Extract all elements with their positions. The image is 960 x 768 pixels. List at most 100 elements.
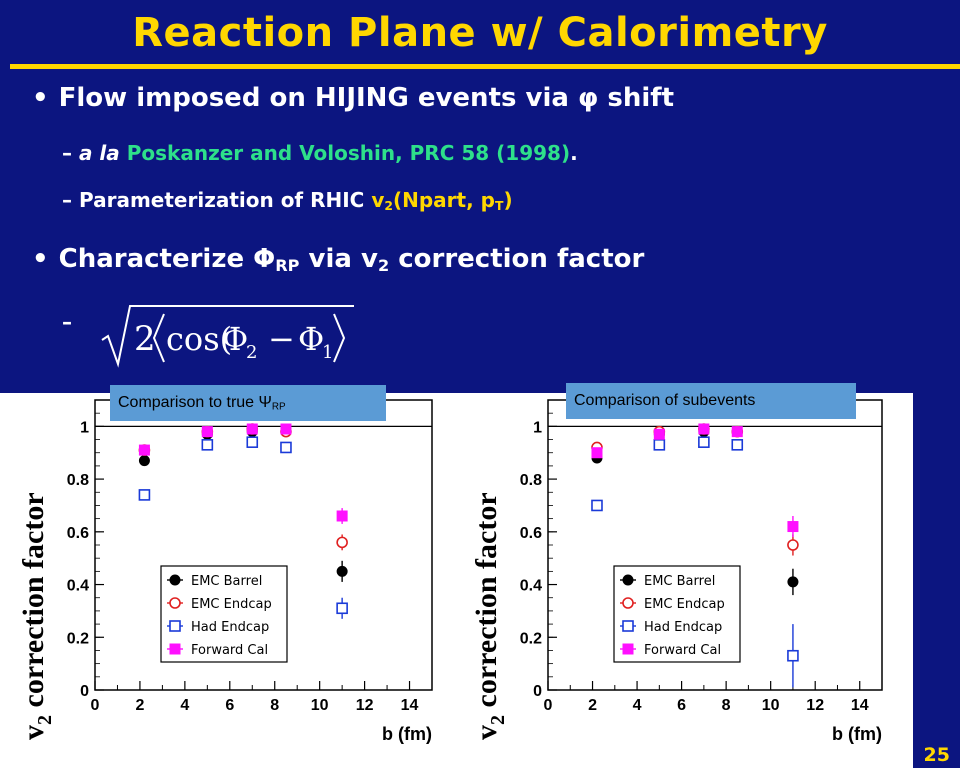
data-point xyxy=(246,423,258,435)
bullet-flow: • Flow imposed on HIJING events via φ shi… xyxy=(32,83,674,113)
series-emc-barrel xyxy=(138,426,348,582)
legend-marker xyxy=(169,597,181,609)
legend-label: Had Endcap xyxy=(191,620,269,635)
legend-marker xyxy=(169,574,181,586)
bullet-flow-end: shift xyxy=(598,83,675,113)
x-tick-label: 4 xyxy=(633,697,642,714)
left-angle-bracket xyxy=(152,313,165,363)
pt-subscript: T xyxy=(494,198,504,214)
formula-cos: cos( xyxy=(166,320,232,358)
x-tick-label: 2 xyxy=(135,697,144,714)
x-tick-label: 14 xyxy=(401,697,419,714)
y-tick-label: 0 xyxy=(80,683,89,700)
formula-minus: − xyxy=(268,320,295,358)
y-tick-label: 0 xyxy=(533,683,542,700)
series-emc-endcap xyxy=(591,423,799,556)
dash: – xyxy=(62,141,72,165)
dash: – xyxy=(62,188,72,212)
period: . xyxy=(570,141,578,165)
legend-label: EMC Endcap xyxy=(191,597,272,612)
legend-marker xyxy=(622,574,634,586)
correction-text: correction factor xyxy=(389,244,645,274)
x-tick-label: 12 xyxy=(356,697,374,714)
data-point xyxy=(336,602,348,615)
data-point xyxy=(201,439,214,451)
y-tick-label: 1 xyxy=(80,419,89,436)
close-paren: ) xyxy=(503,188,513,212)
data-point xyxy=(138,444,150,456)
formula-phi1-sub: 1 xyxy=(322,342,333,363)
x-tick-label: 10 xyxy=(311,697,329,714)
formula-phi1: Φ xyxy=(298,320,324,358)
data-point xyxy=(787,521,799,533)
y-tick-label: 0.2 xyxy=(520,630,542,647)
data-point xyxy=(591,447,603,459)
legend-marker xyxy=(622,643,634,655)
x-tick-label: 2 xyxy=(588,697,597,714)
y-tick-label: 0.4 xyxy=(520,578,542,595)
psi-subscript: RP xyxy=(271,401,286,413)
formula-phi2-sub: 2 xyxy=(246,342,257,363)
x-tick-label: 12 xyxy=(806,697,824,714)
y-tick-label: 0.8 xyxy=(520,472,542,489)
data-point xyxy=(138,489,151,501)
chart-subevents: 0 2 4 6 8 10 12 14 0 0.2 0.4 0.6 0.8 1 b (fm) v2 correc… xyxy=(470,399,883,744)
v2-subscript: 2 xyxy=(377,256,390,276)
psi-symbol: Ψ xyxy=(258,394,272,411)
a-la-text: a la xyxy=(78,141,127,165)
series-forward-cal xyxy=(591,423,799,538)
page-number: 25 xyxy=(923,744,950,766)
slide-title: Reaction Plane w/ Calorimetry xyxy=(132,10,828,56)
data-point xyxy=(246,436,259,448)
title-underline xyxy=(10,64,960,69)
data-point xyxy=(653,439,666,451)
sub-bullet-reference: – a la Poskanzer and Voloshin, PRC 58 (1… xyxy=(62,141,578,165)
x-axis-label: b (fm) xyxy=(382,724,432,744)
legend-label: EMC Endcap xyxy=(644,597,725,612)
x-tick-label: 0 xyxy=(91,697,100,714)
formula-phi2: Φ xyxy=(222,320,248,358)
series-emc-barrel xyxy=(591,426,799,596)
y-tick-label: 0.4 xyxy=(67,578,89,595)
sub-bullet-parameterization: – Parameterization of RHIC v2(Npart, pT) xyxy=(62,188,513,213)
legend-box xyxy=(613,565,741,663)
chart-true-rp: 0 2 4 6 8 10 12 14 0 0.2 0.4 0.6 0.8 1 b (fm) v2 correc… xyxy=(17,399,433,744)
bullet-characterize: • Characterize ΦRP via v2 correction fact… xyxy=(32,244,644,275)
series-had-endcap xyxy=(138,436,348,619)
bullet-flow-text: Flow imposed on HIJING events via xyxy=(58,83,578,113)
y-tick-label: 0.8 xyxy=(67,472,89,489)
rp-subscript: RP xyxy=(275,256,300,276)
formula-two: 2 xyxy=(134,319,156,359)
data-point xyxy=(201,426,213,438)
data-point xyxy=(731,439,744,451)
legend-label: EMC Barrel xyxy=(191,574,262,589)
sub-bullet-formula-dash: – xyxy=(62,310,72,334)
v-symbol: v xyxy=(371,188,385,212)
legend-box xyxy=(160,565,288,663)
data-point xyxy=(731,426,743,438)
x-tick-label: 10 xyxy=(762,697,780,714)
x-tick-label: 4 xyxy=(180,697,189,714)
y-axis-label: v2 correction factor xyxy=(470,492,509,740)
legend-marker xyxy=(169,643,181,655)
series-had-endcap xyxy=(591,436,799,688)
v2-expression: v2(Npart, pT) xyxy=(371,188,513,214)
label-true-rp: Comparison to true ΨRP xyxy=(110,385,386,421)
data-point xyxy=(787,539,799,551)
x-tick-label: 0 xyxy=(544,697,553,714)
phi-symbol: φ xyxy=(577,83,599,113)
legend-marker xyxy=(622,597,634,609)
legend-marker xyxy=(622,620,634,632)
legend-label: EMC Barrel xyxy=(644,574,715,589)
characterize-text: Characterize xyxy=(58,244,254,274)
x-tick-label: 6 xyxy=(225,697,234,714)
data-point xyxy=(336,536,348,549)
legend-label: Had Endcap xyxy=(644,620,722,635)
series-forward-cal xyxy=(138,423,348,524)
y-tick-label: 1 xyxy=(533,419,542,436)
data-point xyxy=(787,649,799,662)
data-point xyxy=(336,510,348,522)
plot-right-background xyxy=(470,393,913,768)
data-point xyxy=(787,576,799,588)
via-v-text: via v xyxy=(299,244,378,274)
